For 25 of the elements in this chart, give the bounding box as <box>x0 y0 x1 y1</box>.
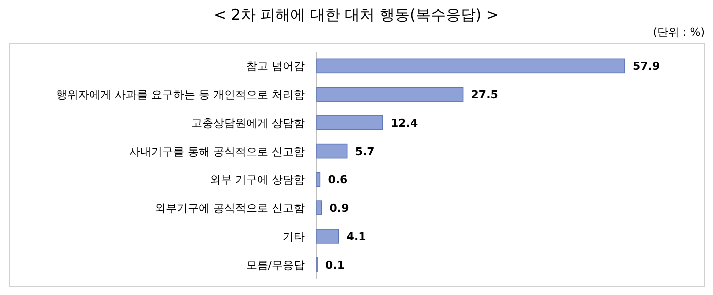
y-tick-label: 외부 기구에 상담함 <box>210 174 305 187</box>
data-label: 57.9 <box>633 60 660 74</box>
bar <box>316 116 384 130</box>
text: (단위 : %) <box>653 26 705 39</box>
y-tick-label: 기타 <box>283 230 305 244</box>
data-label: 5.7 <box>355 145 375 158</box>
bar <box>316 200 322 216</box>
bar <box>316 87 464 102</box>
bar <box>316 144 348 159</box>
chart-title: < 2차 피해에 대한 대처 행동(복수응답) > <box>214 6 499 24</box>
y-tick-label: 행위자에게 사과를 요구하는 등 개인적으로 처리함 <box>56 88 305 102</box>
data-label: 4.1 <box>346 230 366 244</box>
data-label: 12.4 <box>390 116 418 130</box>
data-label: 0.6 <box>328 174 348 187</box>
bar <box>316 229 340 244</box>
bar <box>316 58 626 74</box>
bar <box>316 172 321 188</box>
data-label: 0.1 <box>326 258 346 272</box>
data-label: 0.9 <box>330 202 350 216</box>
y-tick-label: 참고 넘어감 <box>246 60 305 74</box>
y-tick-label: 사내기구를 통해 공식적으로 신고함 <box>130 145 305 158</box>
y-tick-label: 고충상담원에게 상담함 <box>192 116 305 130</box>
y-tick-label: 외부기구에 공식적으로 신고함 <box>155 202 305 216</box>
data-label: 27.5 <box>471 88 498 102</box>
y-tick-label: 모름/무응답 <box>246 258 305 272</box>
